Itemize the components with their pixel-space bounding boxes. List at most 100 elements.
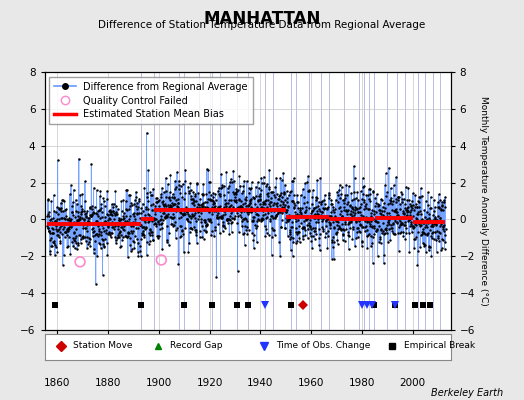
Point [171,178,179,184]
Point [433,218,441,224]
Point [350,163,358,169]
Point [387,194,396,201]
Point [440,198,448,205]
Point [332,218,340,224]
Point [347,219,355,226]
Point [46,248,54,254]
Point [283,195,292,201]
Point [425,244,433,250]
Point [176,209,184,215]
Point [199,191,208,198]
Point [189,196,197,202]
Point [415,198,423,205]
Point [414,221,423,228]
Point [221,225,230,231]
Point [340,204,348,210]
Point [102,219,111,226]
Point [196,207,205,213]
Point [59,262,67,268]
Point [139,217,148,223]
Point [287,247,295,254]
Point [406,216,414,222]
Point [253,204,261,210]
Point [374,200,382,207]
Point [231,194,239,200]
Point [189,189,198,195]
Point [187,196,195,202]
Point [400,210,409,216]
Point [316,200,325,207]
Point [184,184,192,190]
Point [121,233,129,239]
Point [313,207,322,214]
Point [55,216,63,222]
Point [60,229,69,235]
Point [103,223,112,230]
Point [280,188,289,195]
Point [178,194,186,200]
Point [263,230,271,236]
Point [371,216,379,222]
Point [124,254,132,260]
Point [65,214,73,221]
Point [134,239,143,246]
Point [365,221,374,228]
Point [344,232,353,238]
Text: Station Move: Station Move [73,341,133,350]
Point [335,205,343,211]
Point [354,218,363,224]
Point [117,224,125,230]
Point [196,210,205,216]
Point [294,212,303,218]
Point [213,206,221,212]
Point [333,188,342,195]
Point [195,234,204,240]
Point [429,236,438,242]
Point [441,238,450,245]
Point [170,201,178,208]
Point [194,208,202,214]
Point [307,213,315,219]
Point [211,224,220,230]
Point [274,210,282,216]
Point [350,212,358,218]
Point [278,204,287,210]
Point [332,216,341,222]
Point [369,216,377,222]
Point [311,215,319,222]
Point [110,226,118,232]
Point [195,208,203,214]
Point [174,186,183,192]
Point [243,218,252,224]
Point [315,231,324,237]
Point [364,217,372,224]
Point [430,219,439,225]
Point [419,230,428,236]
Point [414,248,422,254]
Point [236,203,245,209]
Point [361,224,369,230]
Point [91,232,100,238]
Point [103,240,111,247]
Point [104,230,113,237]
Point [171,200,179,207]
Point [302,213,311,219]
Point [94,233,102,240]
Text: 1960: 1960 [298,378,324,388]
Point [337,227,345,234]
Point [424,189,432,196]
Point [439,222,447,229]
Point [173,169,181,175]
Point [140,224,148,230]
Point [323,206,331,212]
Point [264,210,272,216]
Point [308,200,316,207]
Point [92,220,101,226]
Point [423,202,432,208]
Point [291,212,299,218]
Point [368,260,377,267]
Point [336,215,345,221]
Text: 1880: 1880 [95,378,121,388]
Point [381,193,390,199]
Point [193,216,202,222]
